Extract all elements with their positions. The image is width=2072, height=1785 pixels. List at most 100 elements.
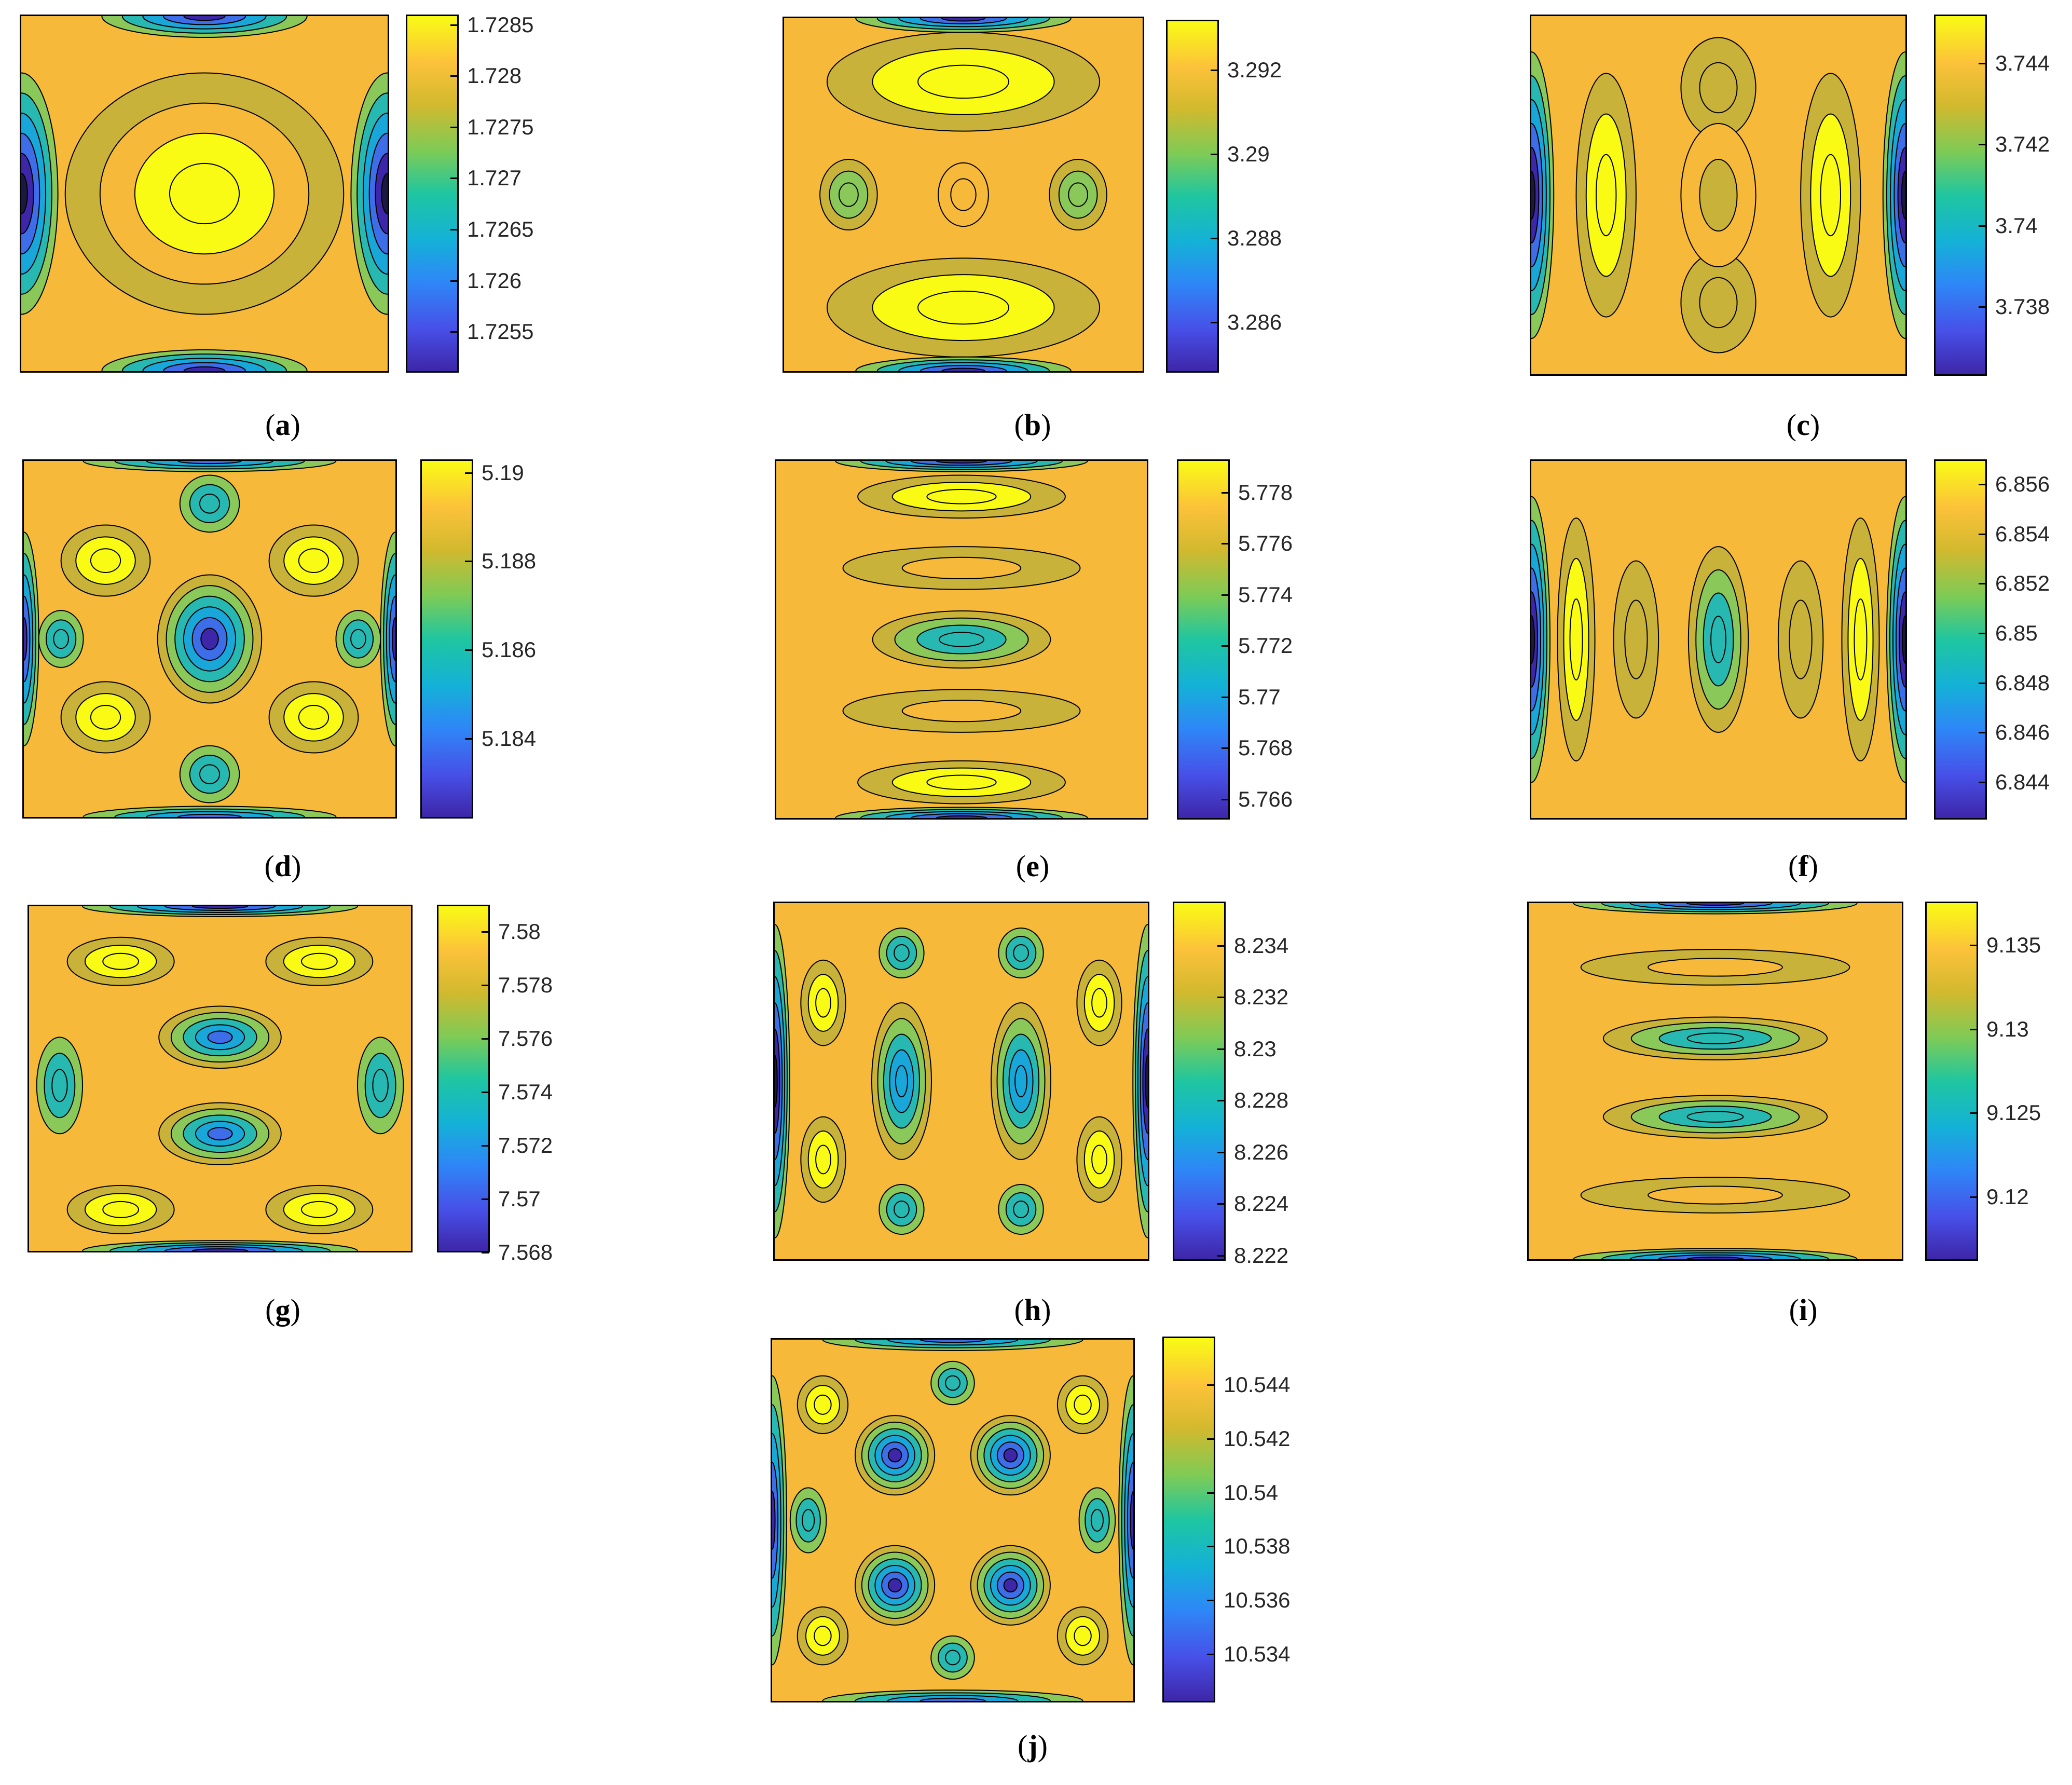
band-top-ring-1 [1648, 958, 1782, 976]
right-min-ring-5 [1145, 1055, 1148, 1108]
left-min-ring-5 [1531, 616, 1534, 663]
center-max-ring-3 [170, 163, 239, 224]
corner-max-1-ring-2 [299, 549, 328, 573]
panel-caption-h: (h) [1014, 1293, 1051, 1327]
colorbar-tick-label-h-2: 8.23 [1234, 1036, 1277, 1061]
panel-letter-a: a [275, 408, 291, 442]
center-min-ring-3 [1711, 616, 1726, 662]
colorbar-tick-label-e-3: 5.772 [1238, 633, 1293, 658]
left-max-ring-2 [1570, 599, 1583, 680]
colorbar-tick-i-3 [1970, 1196, 1977, 1198]
colorbar-j [1162, 1337, 1215, 1702]
colorbar-h [1173, 902, 1226, 1261]
contour-field-h [775, 903, 1148, 1259]
contour-field-i [1529, 903, 1902, 1259]
spot-3-ring-2 [1013, 1201, 1028, 1218]
colorbar-tick-label-h-6: 8.222 [1234, 1243, 1289, 1268]
colorbar-tick-e-6 [1222, 798, 1229, 800]
panel-letter-b: b [1024, 408, 1041, 442]
center-min-ring-5 [201, 628, 218, 649]
colorbar-tick-d-0 [465, 472, 472, 474]
colorbar-tick-label-f-5: 6.846 [1995, 720, 2050, 745]
colorbar-tick-f-5 [1979, 732, 1986, 734]
colorbar-tick-c-2 [1979, 225, 1986, 227]
contour-plot-e [775, 459, 1148, 820]
corner-max-0-ring-2 [814, 1395, 831, 1414]
left-max-2-ring-2 [816, 1145, 831, 1174]
panel-letter-j: j [1027, 1729, 1038, 1763]
panel-letter-g: g [275, 1293, 291, 1327]
bottom-min-ring-4 [942, 369, 985, 371]
colorbar-tick-d-2 [465, 649, 472, 651]
colorbar-tick-b-0 [1211, 70, 1218, 72]
contour-field-f [1531, 461, 1905, 818]
contour-field-c [1531, 16, 1905, 374]
center-min-ring-3 [939, 632, 984, 647]
corner-max-1-ring-2 [1074, 1395, 1091, 1414]
colorbar-tick-d-3 [465, 738, 472, 740]
bottom-min-ring-4 [936, 816, 986, 818]
colorbar-tick-j-5 [1207, 1653, 1214, 1655]
colorbar-tick-label-d-2: 5.186 [482, 637, 537, 662]
contour-field-d [24, 461, 395, 817]
colorbar-tick-label-f-6: 6.844 [1995, 770, 2050, 795]
colorbar-tick-label-e-6: 5.766 [1238, 786, 1293, 811]
colorbar-tick-label-i-0: 9.135 [1986, 933, 2041, 958]
colorbar-tick-label-e-0: 5.778 [1238, 480, 1293, 505]
colorbar-i [1925, 902, 1978, 1261]
band-lower-ring-3 [1687, 1111, 1744, 1122]
panel-caption-i: (i) [1789, 1293, 1818, 1327]
left-spot-ring-2 [802, 1509, 814, 1531]
right-spot-ring-2 [351, 630, 366, 649]
colorbar-tick-label-e-2: 5.774 [1238, 582, 1293, 607]
bottom-spot-ring-2 [200, 765, 219, 784]
colorbar-tick-c-3 [1979, 306, 1986, 308]
right-max-2-ring-2 [1092, 1145, 1107, 1174]
colorbar-tick-label-h-1: 8.232 [1234, 985, 1289, 1010]
contour-plot-f [1530, 459, 1907, 820]
colorbar-tick-label-h-3: 8.228 [1234, 1088, 1289, 1113]
colorbar-tick-g-1 [482, 984, 489, 986]
corner-max-3-ring-2 [299, 705, 328, 729]
colorbar-tick-label-g-3: 7.574 [498, 1079, 553, 1104]
colorbar-tick-f-4 [1979, 682, 1986, 684]
panel-letter-h: h [1024, 1293, 1041, 1327]
bottom-min-edge-ring-3 [920, 1698, 985, 1701]
panel-caption-a: (a) [265, 408, 300, 442]
panel-letter-i: i [1799, 1293, 1808, 1327]
top-min-ring-4 [936, 461, 986, 463]
contour-plot-c [1530, 15, 1907, 376]
right-max-ring-2 [1854, 599, 1867, 680]
colorbar-tick-label-e-4: 5.77 [1238, 684, 1281, 709]
colorbar-tick-e-2 [1222, 594, 1229, 596]
center-olive-ring-1 [1699, 159, 1737, 231]
colorbar-e [1177, 459, 1230, 820]
colorbar-tick-label-a-5: 1.726 [467, 268, 522, 293]
colorbar-tick-label-h-4: 8.226 [1234, 1139, 1289, 1164]
colorbar-tick-j-2 [1207, 1492, 1214, 1494]
colorbar-tick-g-0 [482, 931, 489, 933]
top-max-ring-2 [918, 65, 1009, 98]
colorbar-tick-label-i-2: 9.125 [1986, 1100, 2041, 1125]
colorbar-tick-c-0 [1979, 62, 1986, 64]
colorbar-tick-e-5 [1222, 747, 1229, 750]
colorbar-tick-h-3 [1217, 1100, 1225, 1102]
colorbar-tick-f-0 [1979, 483, 1986, 485]
panel-letter-e: e [1026, 849, 1039, 883]
colorbar-tick-a-5 [450, 280, 458, 282]
colorbar-tick-label-g-5: 7.57 [498, 1186, 541, 1211]
col-1-ring-1 [1625, 600, 1647, 678]
panel-caption-e: (e) [1016, 849, 1050, 883]
colorbar-tick-label-a-3: 1.727 [467, 166, 522, 190]
left-min-ring-5 [21, 173, 28, 214]
colorbar-tick-b-2 [1211, 237, 1218, 239]
top-max-ring-2 [927, 489, 996, 504]
center-spot-ring-1 [951, 179, 976, 210]
colorbar-tick-label-b-0: 3.292 [1227, 58, 1282, 83]
left-min-edge-ring-4 [772, 1491, 775, 1549]
left-min-ring-5 [775, 1055, 777, 1108]
contour-field-g [29, 906, 411, 1251]
colorbar-tick-h-1 [1217, 997, 1225, 999]
colorbar-tick-f-2 [1979, 583, 1986, 585]
